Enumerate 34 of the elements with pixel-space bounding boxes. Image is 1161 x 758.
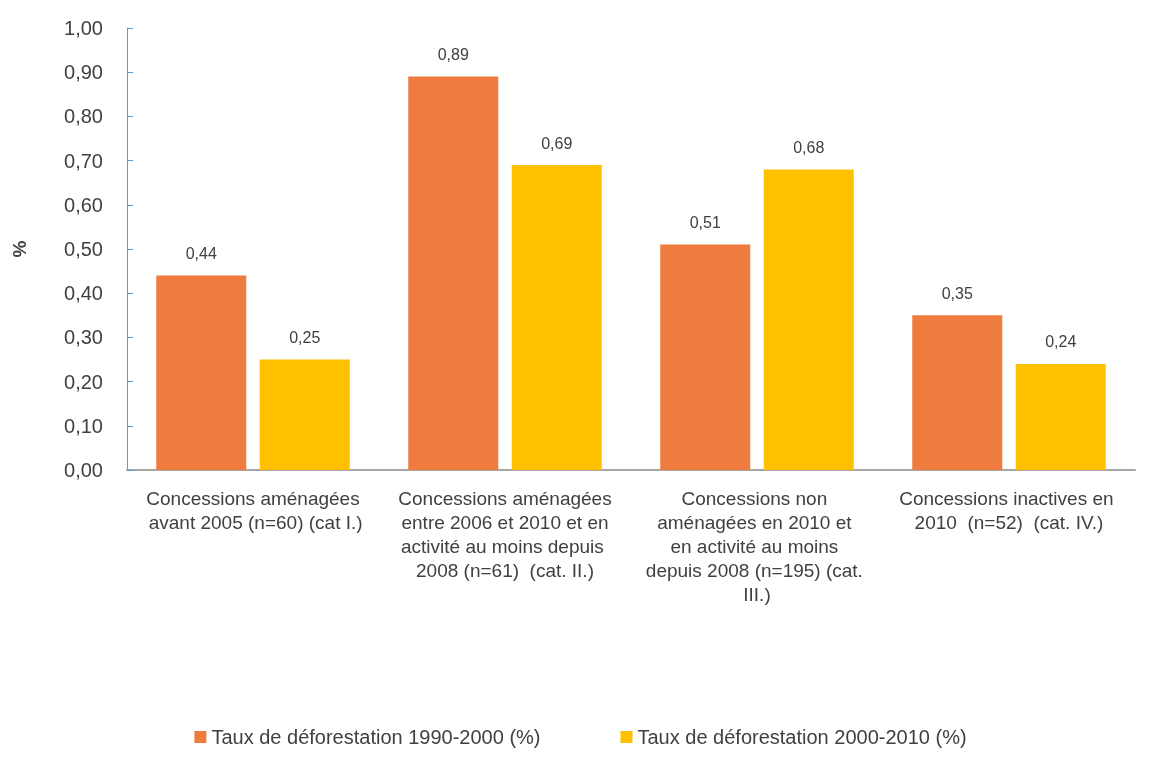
y-tick-label: 0,40 bbox=[64, 282, 103, 305]
x-tick-label: Concessions non aménagées en 2010 et en activité au moins depuis 2008 (n=195) (cat. III.) bbox=[645, 487, 869, 605]
y-tick-label: 0,10 bbox=[64, 414, 103, 437]
data-label: 0,68 bbox=[793, 138, 825, 156]
bar bbox=[259, 359, 350, 470]
data-label: 0,51 bbox=[689, 214, 721, 232]
y-tick-label: 0,30 bbox=[64, 326, 103, 349]
y-tick-label: 0,80 bbox=[64, 105, 103, 128]
data-label: 0,24 bbox=[1045, 333, 1077, 351]
data-label: 0,35 bbox=[941, 284, 973, 302]
y-tick-label: 0,20 bbox=[64, 370, 103, 393]
bar bbox=[408, 76, 499, 470]
y-axis-title: % bbox=[9, 240, 30, 258]
x-tick-label: Concessions inactives en 2010 (n=52) (cat. IV.) bbox=[899, 487, 1119, 533]
legend-label: Taux de déforestation 1990-2000 (%) bbox=[211, 726, 541, 748]
data-label: 0,25 bbox=[289, 329, 321, 346]
bar bbox=[1015, 363, 1106, 470]
y-tick-label: 0,90 bbox=[64, 61, 103, 84]
bar bbox=[511, 165, 602, 470]
x-tick-label: Concessions aménagées avant 2005 (n=60) (cat I.) bbox=[143, 487, 363, 533]
y-tick-label: 1,00 bbox=[64, 17, 103, 39]
y-tick-label: 0,60 bbox=[64, 193, 103, 216]
bar bbox=[912, 315, 1003, 470]
legend-label: Taux de déforestation 2000-2010 (%) bbox=[637, 726, 967, 748]
y-tick-label: 0,00 bbox=[64, 459, 103, 481]
data-label: 0,69 bbox=[541, 134, 573, 152]
y-tick-label: 0,70 bbox=[64, 149, 103, 172]
bar bbox=[660, 244, 751, 470]
data-label: 0,44 bbox=[185, 245, 217, 263]
data-label: 0,89 bbox=[437, 46, 469, 64]
y-tick-label: 0,50 bbox=[64, 238, 103, 260]
bar bbox=[763, 169, 854, 470]
bar bbox=[156, 275, 247, 470]
x-tick-label: Concessions aménagées entre 2006 et 2010 et en activité au moins depuis 2008 (n=61) (cat. II.) bbox=[396, 487, 614, 581]
